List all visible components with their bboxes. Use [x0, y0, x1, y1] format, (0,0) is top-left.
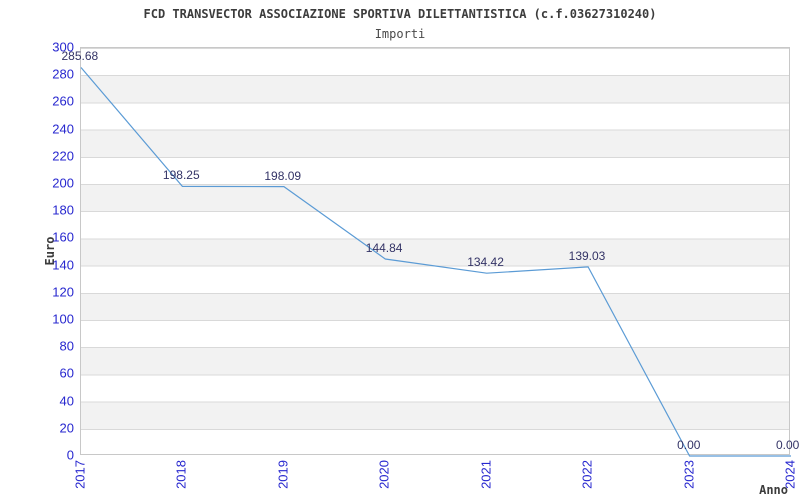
y-tick-label: 220 — [52, 148, 74, 164]
line-series — [80, 67, 791, 457]
y-tick-label: 80 — [59, 338, 74, 354]
y-tick-label: 20 — [59, 420, 74, 436]
data-point-label: 0.00 — [776, 438, 800, 452]
x-tick-label: 2017 — [72, 460, 88, 489]
x-tick-label: 2024 — [782, 460, 798, 489]
data-point-label: 285.68 — [61, 49, 99, 64]
y-tick-label: 300 — [52, 39, 74, 55]
y-tick-label: 180 — [52, 202, 74, 218]
data-point-label: 144.84 — [365, 241, 403, 256]
data-point-label: 198.09 — [264, 168, 302, 183]
x-tick-label: 2023 — [681, 460, 697, 489]
plot-area — [80, 47, 791, 457]
y-tick-label: 260 — [52, 93, 74, 109]
data-point-label: 198.25 — [162, 168, 200, 183]
x-tick-label: 2022 — [579, 460, 595, 489]
x-tick-label: 2021 — [478, 460, 494, 489]
y-tick-label: 140 — [52, 257, 74, 273]
line-series-path — [80, 67, 791, 457]
y-tick-label: 160 — [52, 229, 74, 245]
y-tick-label: 100 — [52, 311, 74, 327]
y-tick-label: 280 — [52, 66, 74, 82]
y-tick-label: 200 — [52, 175, 74, 191]
chart-subtitle: Importi — [374, 27, 426, 41]
chart-title: FCD TRANSVECTOR ASSOCIAZIONE SPORTIVA DI… — [143, 7, 657, 21]
x-tick-label: 2019 — [275, 460, 291, 489]
y-tick-label: 40 — [59, 393, 74, 409]
y-tick-label: 240 — [52, 121, 74, 137]
data-point-label: 134.42 — [467, 255, 504, 270]
x-axis-title: Anno — [759, 483, 788, 497]
y-tick-label: 60 — [59, 365, 74, 381]
data-point-label: 139.03 — [568, 248, 606, 263]
y-tick-label: 120 — [52, 284, 74, 300]
x-tick-label: 2020 — [376, 460, 392, 489]
y-tick-label: 0 — [66, 447, 74, 463]
data-point-label: 0.00 — [677, 438, 701, 452]
x-tick-label: 2018 — [173, 460, 189, 489]
